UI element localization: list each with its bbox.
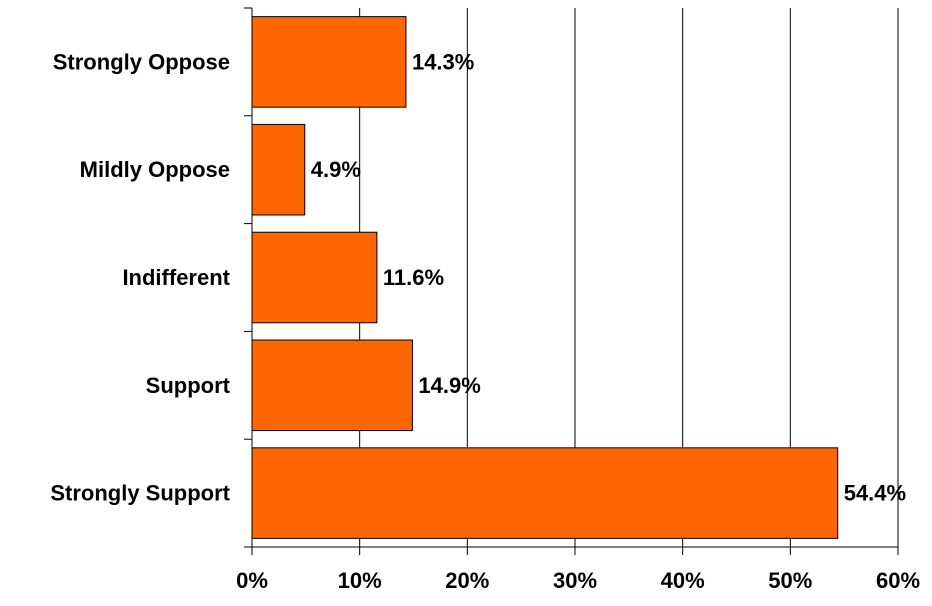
value-label-4: 54.4% (844, 481, 906, 506)
value-label-1: 4.9% (311, 157, 361, 182)
bar-0 (251, 16, 407, 108)
x-tick-label-2: 20% (445, 568, 489, 593)
value-label-0: 14.3% (412, 49, 474, 74)
x-tick-label-1: 10% (338, 568, 382, 593)
labels: 14.3% Strongly Oppose 4.9% Mildly Oppose 11.… (50, 49, 920, 593)
value-label-3: 14.9% (418, 373, 480, 398)
category-label-2: Indifferent (122, 265, 230, 290)
bar-4 (251, 447, 839, 539)
category-label-0: Strongly Oppose (53, 49, 230, 74)
category-label-1: Mildly Oppose (80, 157, 230, 182)
x-tick-label-3: 30% (553, 568, 597, 593)
x-tick-label-5: 50% (768, 568, 812, 593)
axes (244, 7, 899, 555)
bar-2 (251, 231, 378, 324)
category-label-4: Strongly Support (50, 481, 230, 506)
value-label-2: 11.6% (383, 265, 444, 290)
bars (251, 16, 839, 539)
bar-1 (251, 123, 306, 216)
bar-3 (251, 339, 413, 432)
x-tick-label-6: 60% (876, 568, 920, 593)
category-label-3: Support (146, 373, 231, 398)
x-tick-label-0: 0% (236, 568, 268, 593)
x-tick-label-4: 40% (661, 568, 705, 593)
